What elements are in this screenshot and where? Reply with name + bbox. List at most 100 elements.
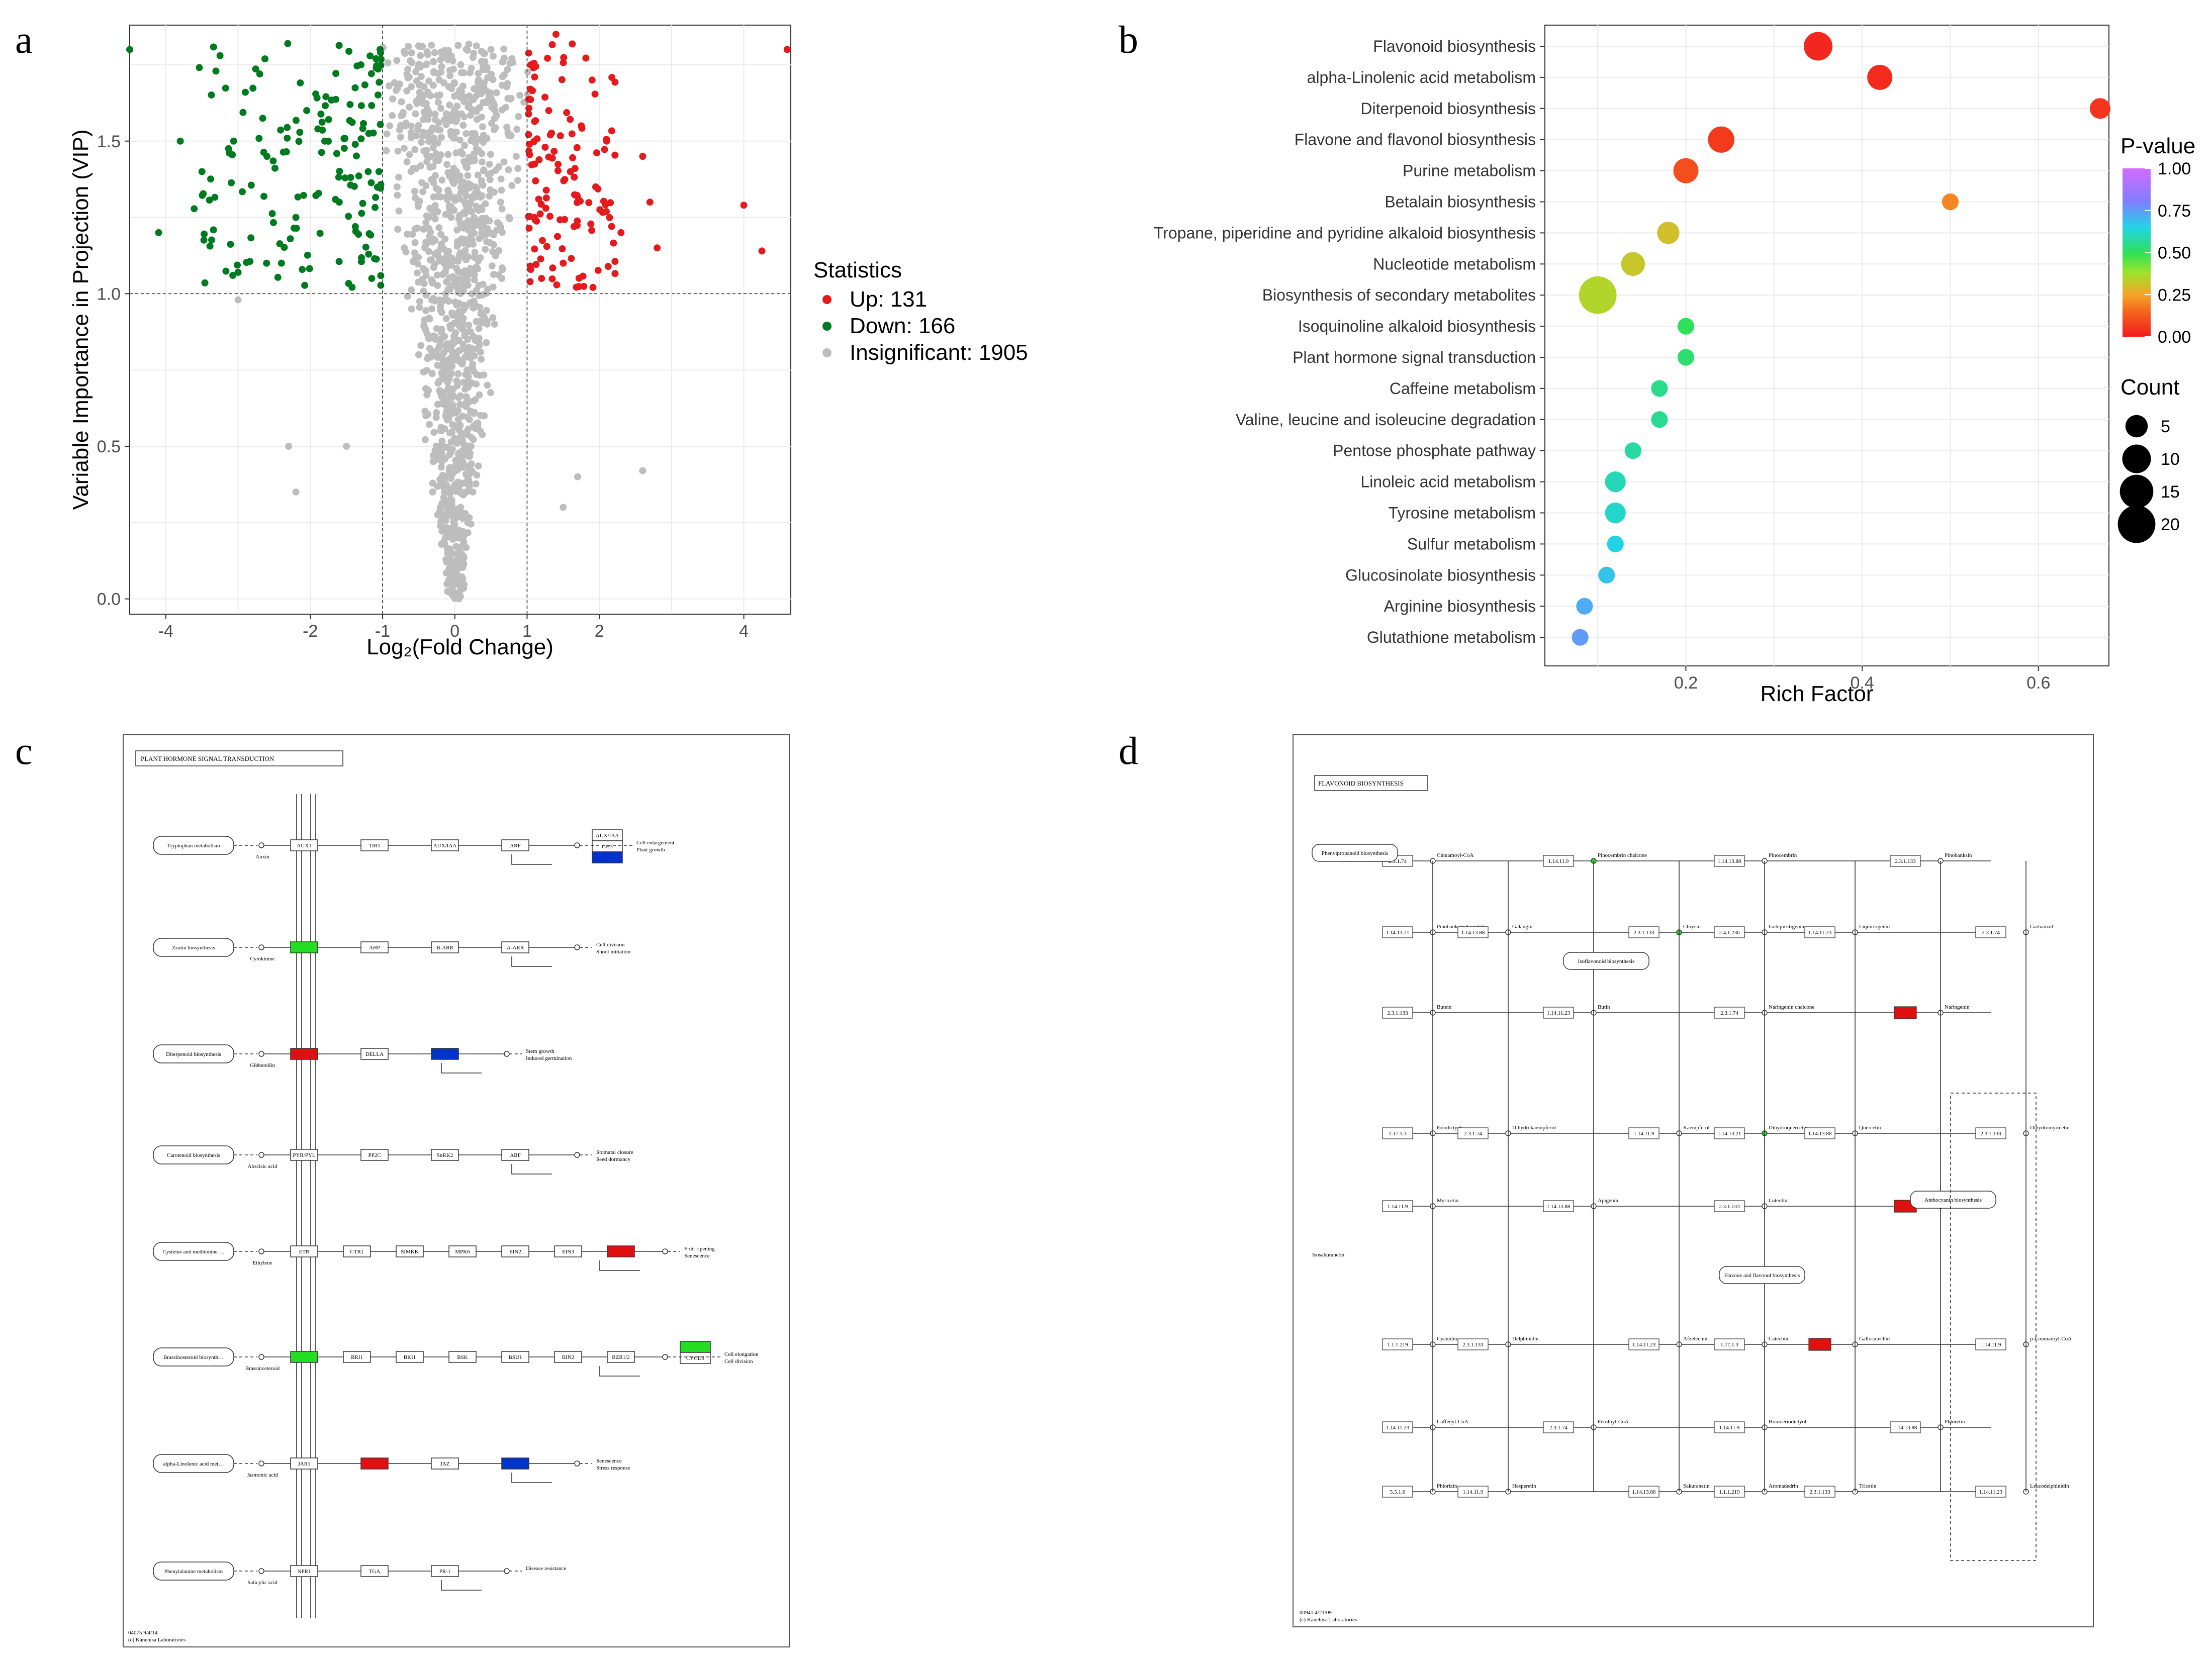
insignificant-point	[395, 207, 403, 215]
up-point	[527, 96, 534, 104]
insignificant-point	[481, 79, 488, 86]
enzyme-label: 1.14.11.9	[1388, 1204, 1408, 1210]
down-point	[350, 182, 358, 190]
up-point	[561, 176, 569, 183]
pathway-map-d-title: FLAVONOID BIOSYNTHESIS	[1318, 779, 1404, 787]
insignificant-point	[468, 236, 476, 244]
insignificant-point	[445, 384, 452, 392]
insignificant-point	[449, 312, 456, 319]
volcano-y-axis-title: Variable Importance in Projection (VIP)	[68, 129, 93, 510]
insignificant-point	[475, 292, 483, 300]
down-point	[366, 52, 374, 60]
up-point	[553, 281, 561, 288]
insignificant-point	[429, 479, 436, 487]
down-point	[365, 250, 373, 258]
enzyme-label: 2.4.1.236	[1719, 930, 1740, 936]
pathway-source-label: Tryptophan metabolism	[167, 843, 220, 849]
down-point	[377, 272, 385, 279]
enzyme-box	[1382, 1338, 1413, 1350]
compound-label: Gibberellin	[250, 1062, 275, 1068]
insignificant-point	[419, 132, 426, 140]
down-point	[321, 137, 329, 145]
insignificant-point	[452, 460, 460, 467]
up-point	[740, 202, 748, 209]
pathway-source-label: Phenylalanine metabolism	[164, 1569, 223, 1575]
down-point	[126, 46, 133, 53]
insignificant-point	[434, 379, 442, 387]
down-point	[249, 84, 257, 92]
insignificant-point	[449, 391, 456, 399]
insignificant-point	[437, 105, 444, 112]
down-point	[351, 84, 359, 91]
insignificant-point	[478, 355, 485, 363]
compound-label: Ethylene	[252, 1260, 272, 1266]
insignificant-point	[560, 504, 567, 511]
gene-label: ABF	[510, 1152, 520, 1158]
up-point	[654, 244, 661, 252]
outcome-label: Stem growth	[526, 1048, 555, 1054]
down-point	[207, 175, 215, 183]
insignificant-point	[464, 379, 472, 386]
up-point	[527, 61, 534, 68]
insignificant-point	[412, 194, 419, 202]
down-point	[367, 70, 375, 77]
pathway-map-c-title: PLANT HORMONE SIGNAL TRANSDUCTION	[141, 755, 274, 762]
up-point	[567, 168, 574, 175]
count-legend-dot	[2119, 474, 2154, 509]
down-point	[201, 230, 208, 238]
insignificant-point	[463, 428, 470, 436]
up-point	[569, 154, 577, 161]
down-point	[341, 174, 349, 181]
down-point	[268, 210, 276, 218]
insignificant-point	[442, 346, 450, 353]
insignificant-point	[446, 72, 454, 79]
up-point	[545, 107, 552, 115]
pathway-label: Betalain biosynthesis	[1385, 193, 1536, 211]
pathway-map-d-footer-1: 00941 4/21/09	[1300, 1610, 1332, 1616]
up-point	[546, 131, 554, 139]
enzyme-label: 5.5.1.6	[1390, 1489, 1406, 1495]
enzyme-box	[1382, 926, 1413, 938]
down-point	[196, 64, 203, 71]
insignificant-point	[491, 115, 498, 122]
down-point	[247, 181, 255, 189]
insignificant-point	[481, 50, 488, 57]
insignificant-point	[453, 242, 461, 250]
insignificant-point	[384, 59, 392, 67]
down-point	[208, 236, 216, 244]
insignificant-point	[453, 226, 461, 234]
pathway-source-label: Diterpenoid biosynthesis	[166, 1051, 221, 1057]
insignificant-point	[448, 348, 456, 356]
down-point	[372, 193, 380, 201]
up-point	[570, 223, 578, 230]
enzyme-label: 2.3.1.74	[1982, 930, 2000, 936]
down-point	[255, 135, 263, 142]
up-point	[537, 255, 544, 263]
up-point	[558, 76, 566, 83]
down-point	[263, 259, 270, 267]
enrichment-point	[1657, 222, 1680, 244]
enrichment-xtick-label: 0.6	[2026, 673, 2050, 693]
insignificant-point	[406, 104, 413, 111]
enzyme-box	[1543, 855, 1574, 867]
up-point	[533, 135, 541, 143]
insignificant-point	[458, 447, 466, 455]
up-point	[536, 210, 544, 218]
enzyme-box	[1382, 1007, 1413, 1019]
down-point	[211, 193, 219, 201]
insignificant-point	[447, 325, 454, 332]
insignificant-point	[477, 427, 484, 435]
up-point	[543, 243, 550, 250]
compound-label: Isosakuranetin	[1312, 1252, 1345, 1258]
enzyme-label: 2.3.1.133	[1387, 1010, 1408, 1016]
insignificant-point	[446, 102, 453, 109]
up-point	[557, 132, 564, 140]
insignificant-point	[455, 252, 463, 259]
enzyme-box	[1457, 1338, 1489, 1350]
outcome-label: Cell enlargement	[636, 840, 674, 846]
up-point	[529, 87, 536, 94]
down-point	[230, 137, 237, 145]
insignificant-point	[483, 339, 490, 346]
insignificant-point	[429, 458, 437, 465]
up-point	[525, 131, 532, 138]
